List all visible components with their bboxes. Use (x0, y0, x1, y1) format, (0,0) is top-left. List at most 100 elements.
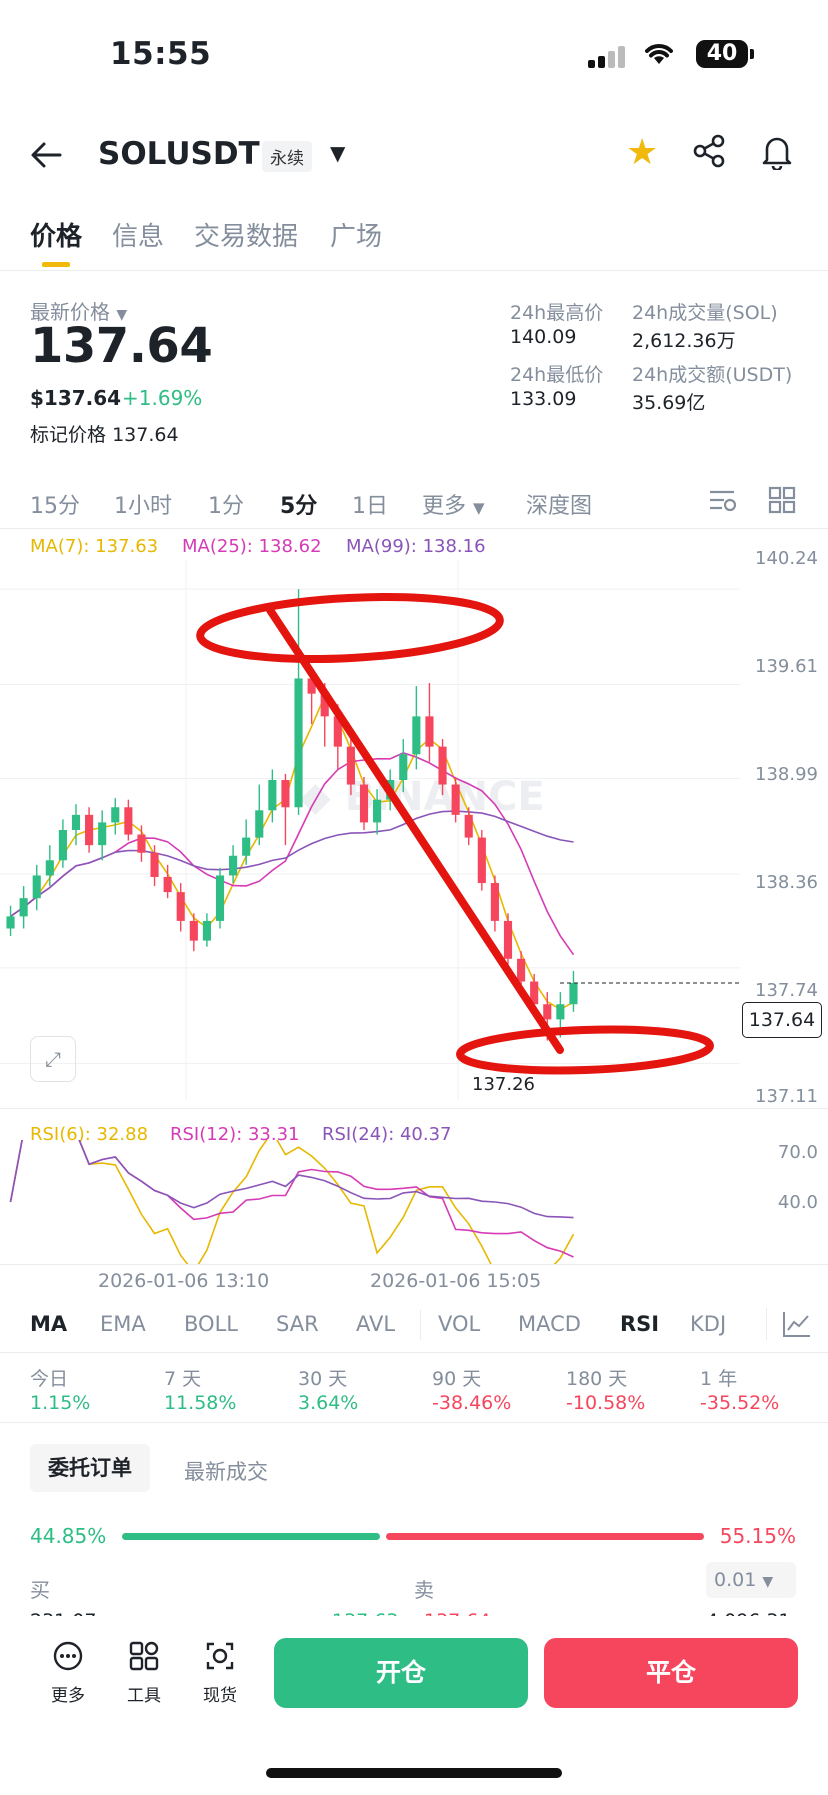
interval-1m[interactable]: 1分 (208, 494, 244, 519)
candle-body (189, 920, 198, 941)
interval-depth-chart[interactable]: 深度图 (526, 494, 593, 519)
moving-average-line (10, 694, 574, 1011)
x-axis-tick: 2026-01-06 13:10 (98, 1270, 270, 1292)
interval-1h[interactable]: 1小时 (114, 494, 172, 519)
time-axis-divider (0, 1264, 828, 1265)
indicator-settings-separator (766, 1308, 767, 1340)
indicator-rsi[interactable]: RSI (620, 1312, 660, 1336)
performance-label: 1 年 (700, 1368, 738, 1390)
performance-value: 11.58% (164, 1392, 237, 1414)
share-icon[interactable] (692, 134, 726, 172)
candle-body (150, 852, 159, 877)
indicator-ema[interactable]: EMA (100, 1312, 146, 1336)
indicator-settings-icon[interactable] (782, 1310, 812, 1342)
candle-body (477, 837, 486, 884)
indicator-macd[interactable]: MACD (518, 1312, 581, 1336)
interval-1d[interactable]: 1日 (352, 494, 388, 519)
candle-body (438, 746, 447, 785)
interval-5m[interactable]: 5分 (280, 494, 318, 519)
precision-caret-icon: ▼ (762, 1574, 774, 1590)
back-arrow-icon[interactable] (30, 138, 62, 178)
last-price-label[interactable]: 最新价格 ▼ (30, 300, 128, 324)
candle-body (373, 799, 382, 823)
candle-body (242, 837, 251, 856)
candle-body (176, 892, 185, 921)
tab-trading-data[interactable]: 交易数据 (194, 222, 299, 252)
y-axis-tick: 140.24 (755, 548, 818, 569)
rsi6-legend: RSI(6): 32.88 (30, 1124, 149, 1145)
indicator-boll[interactable]: BOLL (184, 1312, 238, 1336)
performance-value: -10.58% (566, 1392, 646, 1414)
sell-ratio-bar (386, 1533, 704, 1540)
sell-ratio: 55.15% (719, 1524, 796, 1548)
candle-body (490, 883, 499, 921)
candle-body (346, 746, 355, 785)
indicator-vol[interactable]: VOL (438, 1312, 481, 1336)
alert-bell-icon[interactable] (760, 134, 794, 174)
nav-tools[interactable]: 工具 (114, 1640, 174, 1706)
buy-ratio: 44.85% (30, 1524, 107, 1548)
last-price: 137.64 (30, 318, 213, 374)
contract-type-badge: 永续 (262, 141, 312, 172)
layout-grid-icon[interactable] (768, 486, 796, 518)
ma99-legend: MA(99): 138.16 (346, 536, 486, 557)
tabs-divider (0, 270, 828, 271)
nav-spot[interactable]: 现货 (190, 1640, 250, 1706)
candle-body (503, 920, 513, 959)
expand-chart-icon[interactable]: ⤢ (30, 1036, 76, 1082)
performance-value: -35.52% (700, 1392, 780, 1414)
tab-square[interactable]: 广场 (330, 222, 383, 252)
candle-body (543, 1004, 552, 1020)
favorite-star-icon[interactable]: ★ (626, 132, 659, 173)
symbol-dropdown-caret-icon[interactable]: ▼ (330, 141, 346, 165)
moving-average-line (10, 810, 574, 918)
performance-value: -38.46% (432, 1392, 512, 1414)
stat-24h-volume-label: 24h成交量(SOL) (632, 302, 778, 324)
current-price-tag: 137.64 (742, 1002, 822, 1038)
chart-settings-icon[interactable] (708, 488, 738, 518)
stat-24h-high-value: 140.09 (510, 326, 577, 348)
interval-more[interactable]: 更多 ▼ (422, 494, 485, 519)
battery-nub (750, 49, 754, 59)
performance-label: 90 天 (432, 1368, 482, 1390)
wifi-icon (642, 40, 676, 73)
annotation-circle-high (196, 593, 504, 663)
y-axis-tick: 137.11 (755, 1086, 818, 1107)
annotation-circle-low (456, 1025, 714, 1075)
indicator-sar[interactable]: SAR (276, 1312, 319, 1336)
candle-body (255, 810, 264, 838)
candle-body (425, 716, 434, 747)
symbol-title[interactable]: SOLUSDT (98, 136, 260, 172)
candle-body (333, 716, 342, 747)
tab-info[interactable]: 信息 (112, 222, 165, 252)
tab-price[interactable]: 价格 (30, 222, 83, 252)
candle-body (229, 855, 238, 876)
open-position-button[interactable]: 开仓 (274, 1638, 528, 1708)
indicator-ma[interactable]: MA (30, 1312, 68, 1336)
candle-body (268, 780, 277, 811)
precision-select[interactable]: 0.01 ▼ (706, 1562, 796, 1598)
rsi-divider (0, 1108, 828, 1109)
stat-24h-turnover-value: 35.69亿 (632, 392, 706, 414)
tools-icon (114, 1640, 174, 1681)
x-axis-tick: 2026-01-06 15:05 (370, 1270, 542, 1292)
nav-more[interactable]: 更多 (38, 1640, 98, 1706)
spot-icon (190, 1640, 250, 1681)
candle-body (124, 807, 133, 835)
indicator-avl[interactable]: AVL (356, 1312, 396, 1336)
candle-body (6, 916, 15, 929)
rsi-line (9, 1140, 575, 1264)
stat-24h-volume-value: 2,612.36万 (632, 330, 736, 352)
candle-body (19, 898, 28, 917)
candle-body (556, 1004, 565, 1020)
tab-order-book[interactable]: 委托订单 (30, 1444, 150, 1492)
more-caret-icon: ▼ (473, 499, 485, 517)
close-position-button[interactable]: 平仓 (544, 1638, 798, 1708)
ma25-legend: MA(25): 138.62 (182, 536, 322, 557)
candle-body (137, 834, 146, 853)
tab-recent-trades[interactable]: 最新成交 (184, 1460, 268, 1484)
indicator-kdj[interactable]: KDJ (690, 1312, 727, 1336)
candlestick-chart[interactable]: ◆ BINANCE (0, 560, 828, 1100)
interval-15m[interactable]: 15分 (30, 494, 80, 519)
candle-body (281, 780, 290, 808)
